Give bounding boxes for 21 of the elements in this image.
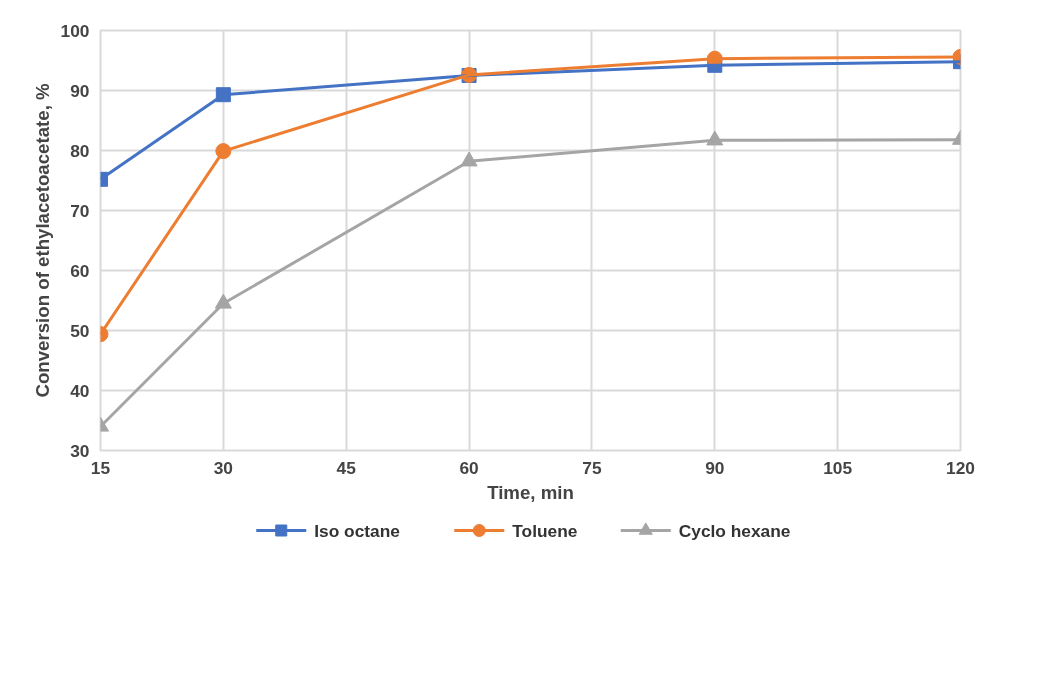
legend-label: Cyclo hexane <box>678 520 791 541</box>
y-tick-label: 70 <box>70 200 90 221</box>
y-tick-label: 60 <box>70 260 90 281</box>
x-tick-label: 15 <box>90 457 111 478</box>
y-tick-label: 100 <box>60 20 90 41</box>
y-tick-label: 50 <box>70 320 90 341</box>
y-tick-label: 30 <box>70 440 90 461</box>
y-tick-label: 40 <box>70 380 90 401</box>
x-tick-label: 120 <box>946 457 975 478</box>
x-tick-label: 90 <box>705 457 725 478</box>
y-tick-label: 90 <box>70 80 90 101</box>
x-tick-label: 75 <box>582 457 602 478</box>
x-axis-title: Time, min <box>487 481 574 503</box>
legend-label: Iso octane <box>314 520 401 541</box>
x-tick-label: 45 <box>336 457 357 478</box>
x-tick-label: 30 <box>213 457 233 478</box>
y-tick-label: 80 <box>70 140 90 161</box>
x-tick-label: 60 <box>459 457 479 478</box>
x-tick-label: 105 <box>823 457 853 478</box>
y-axis-title: Conversion of ethylacetoacetate, % <box>31 83 53 398</box>
legend-label: Toluene <box>512 520 578 541</box>
